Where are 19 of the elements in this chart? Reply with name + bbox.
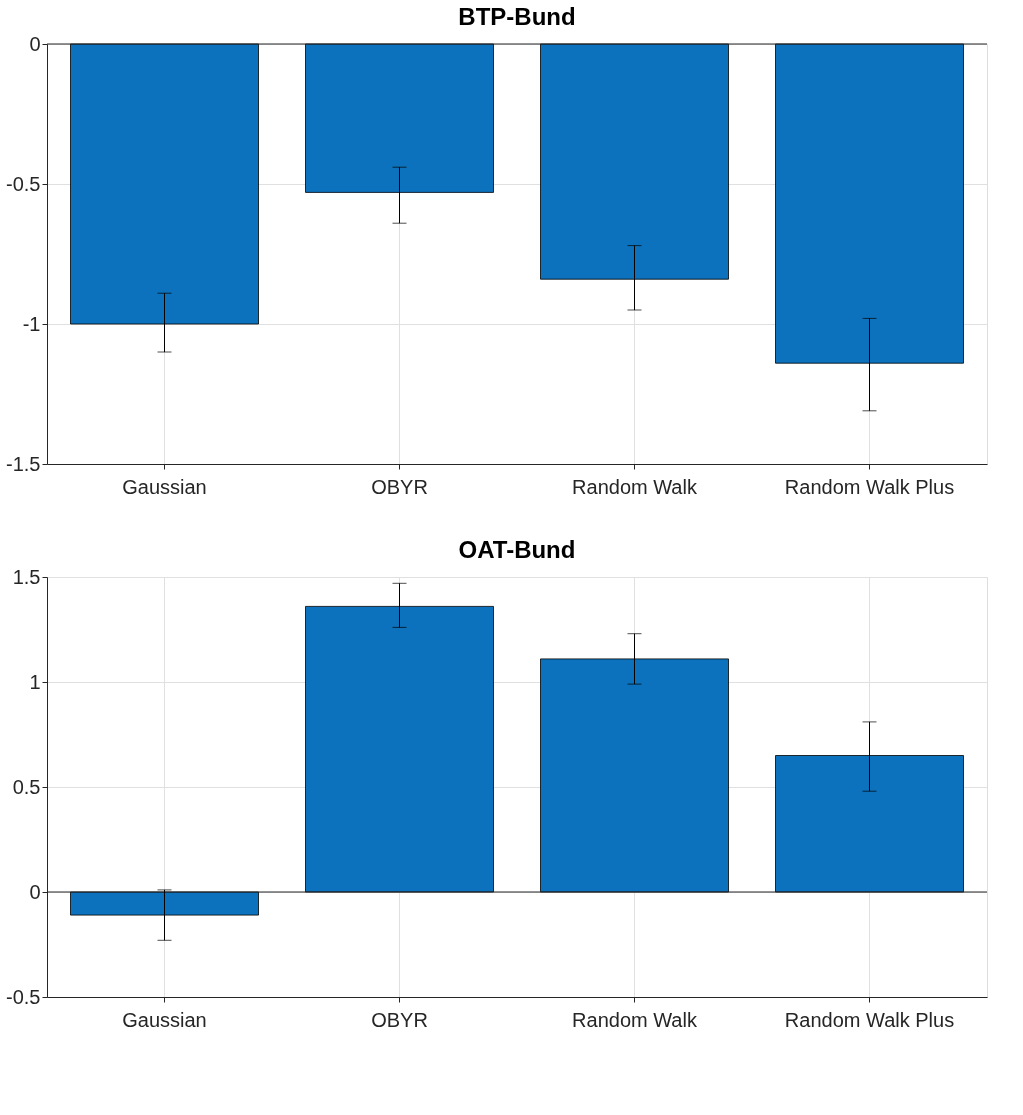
x-tick-label: Random Walk Plus bbox=[784, 475, 955, 498]
x-tick-label: Random Walk bbox=[572, 1008, 698, 1031]
y-tick-label: 1 bbox=[29, 670, 41, 693]
x-tick-label: Random Walk Plus bbox=[784, 1008, 955, 1031]
x-tick-label: OBYR bbox=[371, 475, 428, 498]
chart-title: BTP-Bund bbox=[458, 3, 576, 30]
y-tick-label: -1.5 bbox=[6, 452, 41, 475]
y-tick-label: -0.5 bbox=[6, 172, 41, 195]
x-tick-label: Gaussian bbox=[122, 475, 207, 498]
y-tick-label: 0.5 bbox=[12, 775, 41, 798]
y-tick-label: 0 bbox=[29, 32, 41, 55]
x-tick-label: Random Walk bbox=[572, 475, 698, 498]
x-tick-label: Gaussian bbox=[122, 1008, 207, 1031]
x-tick-label: OBYR bbox=[371, 1008, 428, 1031]
y-tick-label: 0 bbox=[29, 880, 41, 903]
y-tick-label: -1 bbox=[22, 312, 41, 335]
y-tick-label: -0.5 bbox=[6, 985, 41, 1008]
chart-title: OAT-Bund bbox=[458, 536, 576, 563]
y-tick-label: 1.5 bbox=[12, 565, 41, 588]
